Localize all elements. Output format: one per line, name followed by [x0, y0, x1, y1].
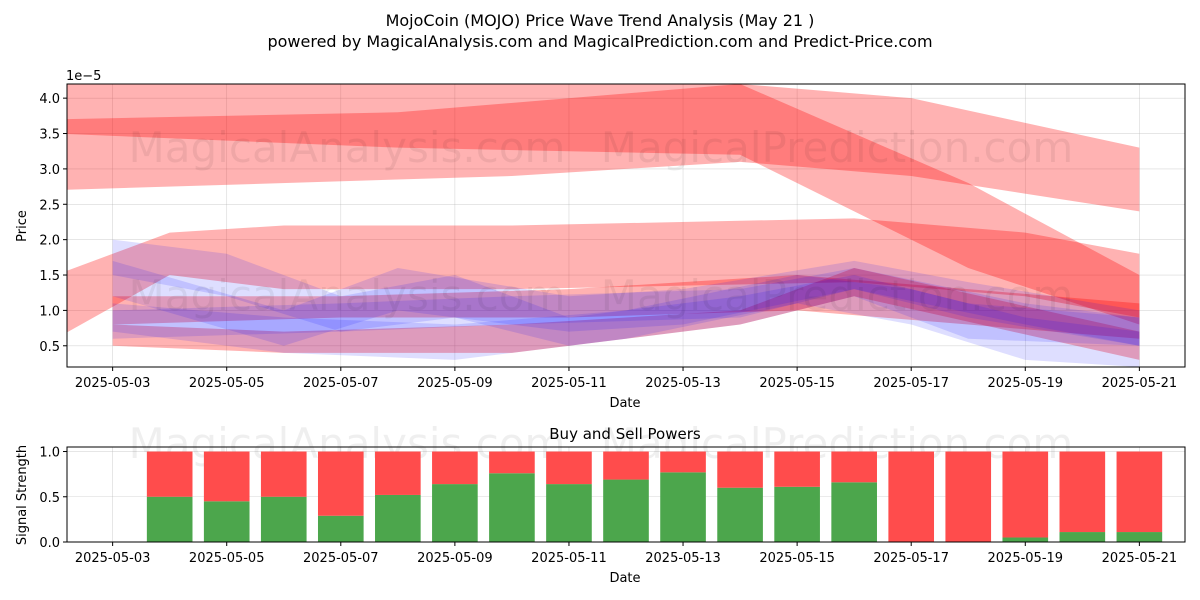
buy-power-bar [317, 515, 364, 542]
bottom-x-tick-label: 2025-05-15 [759, 551, 835, 566]
buy-power-bar [1116, 532, 1163, 542]
blue-wave-band [112, 267, 1140, 346]
sell-power-bar [260, 451, 307, 497]
bottom-y-tick-label: 0.5 [39, 491, 60, 506]
top-y-tick-label: 3.0 [39, 163, 60, 178]
bottom-x-axis-label: Date [609, 571, 640, 586]
sell-power-bar [432, 451, 478, 485]
sell-power-bar [317, 451, 364, 516]
bottom-x-tick-label: 2025-05-13 [645, 551, 721, 566]
buy-power-bar [1059, 532, 1106, 542]
red-wave-band [67, 84, 1140, 325]
sell-power-bar [146, 451, 193, 497]
sell-power-bar [1059, 451, 1106, 533]
buy-power-bar [717, 487, 763, 542]
top-x-tick-label: 2025-05-09 [417, 376, 493, 391]
blue-wave-band [112, 260, 1140, 346]
top-x-tick-label: 2025-05-05 [189, 376, 265, 391]
top-x-tick-label: 2025-05-11 [531, 376, 607, 391]
red-wave-band [67, 218, 1140, 333]
y-multiplier: 1e−5 [66, 69, 101, 84]
red-wave-band [112, 267, 1140, 360]
blue-wave-band [112, 275, 1140, 367]
buy-power-bar [489, 473, 535, 542]
top-y-tick-label: 1.0 [39, 304, 60, 319]
bottom-y-axis-label: Signal Strength [15, 445, 30, 545]
bottom-chart-title: Buy and Sell Powers [549, 425, 701, 443]
buy-power-bar [603, 479, 649, 542]
sell-power-bar [603, 451, 649, 480]
chart-subtitle: powered by MagicalAnalysis.com and Magic… [267, 32, 932, 51]
buy-power-bar [660, 472, 706, 542]
buy-power-bar [774, 486, 820, 542]
buy-power-bar [146, 496, 193, 542]
bottom-axes-frame [66, 446, 1186, 543]
top-x-tick-label: 2025-05-03 [75, 376, 151, 391]
top-y-tick-label: 4.0 [39, 92, 60, 107]
top-y-tick-label: 1.5 [39, 269, 60, 284]
watermark-text: MagicalPrediction.com [601, 271, 1074, 320]
signal-bars [146, 451, 1163, 542]
sell-power-bar [831, 451, 877, 483]
buy-power-bar [203, 501, 250, 542]
signal-panel: MagicalAnalysis.com MagicalPrediction.com… [39, 419, 1186, 566]
top-x-axis-label: Date [609, 396, 640, 411]
top-x-tick-label: 2025-05-21 [1102, 376, 1178, 391]
bottom-y-tick-label: 1.0 [39, 446, 60, 461]
sell-power-bar [945, 451, 992, 542]
top-x-tick-label: 2025-05-13 [645, 376, 721, 391]
sell-power-bar [660, 451, 706, 473]
top-y-axis-label: Price [15, 210, 30, 242]
bottom-x-tick-label: 2025-05-05 [189, 551, 265, 566]
red-wave-band [67, 84, 1140, 212]
bottom-y-tick-label: 0.0 [39, 536, 60, 551]
top-y-tick-label: 3.5 [39, 128, 60, 143]
top-grid [67, 84, 1185, 367]
top-x-tick-label: 2025-05-19 [988, 376, 1064, 391]
bottom-x-tick-label: 2025-05-11 [531, 551, 607, 566]
red-wave-band [112, 275, 1140, 339]
bottom-x-tick-label: 2025-05-21 [1102, 551, 1178, 566]
price-panel: MagicalAnalysis.com MagicalPrediction.com… [39, 83, 1186, 391]
sell-power-bar [888, 451, 935, 542]
sell-power-bar [546, 451, 592, 485]
watermark-text: MagicalPrediction.com [601, 123, 1074, 172]
price-bands [67, 84, 1140, 367]
bottom-x-tick-label: 2025-05-03 [75, 551, 151, 566]
buy-power-bar [432, 484, 478, 542]
watermark-text: MagicalAnalysis.com [129, 271, 566, 320]
buy-power-bar [546, 484, 592, 542]
blue-wave-band [112, 239, 1140, 346]
bottom-x-tick-label: 2025-05-07 [303, 551, 379, 566]
sell-power-bar [375, 451, 421, 495]
bottom-x-tick-label: 2025-05-17 [873, 551, 949, 566]
top-y-tick-label: 2.5 [39, 198, 60, 213]
top-y-tick-label: 0.5 [39, 340, 60, 355]
top-axes-frame [66, 83, 1186, 368]
sell-power-bar [203, 451, 250, 502]
buy-power-bar [375, 494, 421, 542]
sell-power-bar [717, 451, 763, 488]
sell-power-bar [489, 451, 535, 474]
bottom-x-tick-label: 2025-05-09 [417, 551, 493, 566]
bottom-x-tick-label: 2025-05-19 [988, 551, 1064, 566]
sell-power-bar [1116, 451, 1163, 533]
top-x-tick-label: 2025-05-15 [759, 376, 835, 391]
top-x-tick-label: 2025-05-17 [873, 376, 949, 391]
top-x-tick-label: 2025-05-07 [303, 376, 379, 391]
buy-power-bar [260, 496, 307, 542]
chart-title: MojoCoin (MOJO) Price Wave Trend Analysi… [386, 11, 815, 30]
buy-power-bar [1002, 537, 1049, 542]
top-y-tick-label: 2.0 [39, 234, 60, 249]
watermark-text: MagicalAnalysis.com [129, 123, 566, 172]
sell-power-bar [774, 451, 820, 487]
sell-power-bar [1002, 451, 1049, 538]
buy-power-bar [831, 482, 877, 542]
